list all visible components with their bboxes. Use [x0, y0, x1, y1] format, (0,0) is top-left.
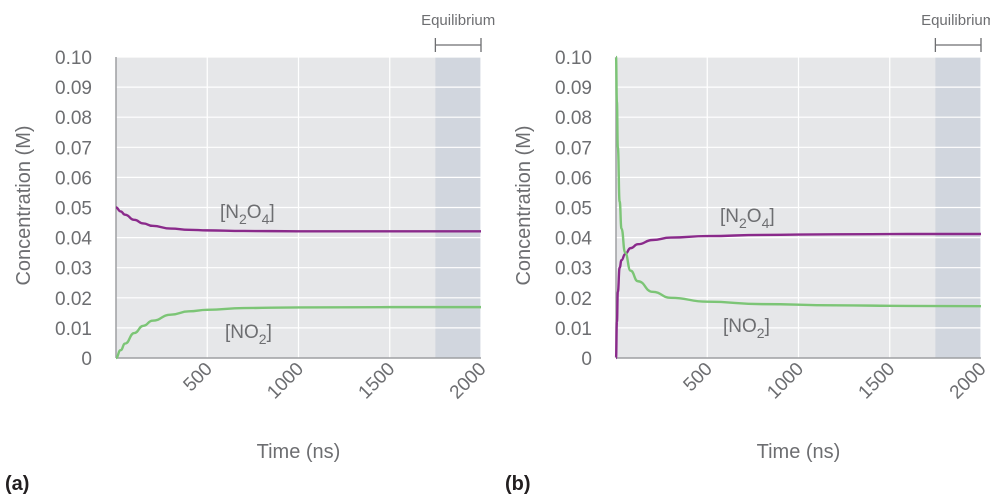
no2-curve — [115, 305, 481, 360]
y-axis-label: Concentration (M) — [13, 125, 35, 285]
y-tick-label: 0.03 — [555, 259, 592, 280]
y-tick-label: 0.04 — [555, 229, 592, 250]
x-tick-label: 2000 — [446, 359, 491, 404]
y-tick-label: 0.02 — [555, 289, 592, 310]
n2o4-curve — [115, 206, 481, 233]
y-tick-label: 0.01 — [555, 319, 592, 340]
chart-panel-a: 0 0.01 0.02 0.03 0.04 0.05 0.06 0.07 0.08 0.09 0.1… — [5, 12, 495, 495]
y-tick-label: 0.05 — [55, 199, 92, 220]
y-tick-label: 0.08 — [55, 108, 92, 129]
x-tick-label: 1000 — [763, 359, 808, 404]
no2-label: [NO2] — [225, 322, 272, 347]
y-tick-label: 0 — [581, 349, 592, 370]
equilibrium-label: Equilibrium — [921, 12, 990, 29]
equilibrium-label: Equilibrium — [421, 12, 495, 29]
y-axis-label: Concentration (M) — [513, 125, 535, 285]
y-tick-label: 0.07 — [555, 138, 592, 159]
no2-curve — [614, 55, 982, 308]
n2o4-curve — [614, 232, 981, 360]
panel-label: (a) — [5, 473, 29, 495]
equilibrium-bracket — [934, 38, 982, 52]
x-tick-label: 2000 — [946, 359, 990, 404]
x-axis-label: Time (ns) — [257, 441, 341, 463]
y-tick-label: 0.08 — [555, 108, 592, 129]
y-tick-label: 0.05 — [555, 199, 592, 220]
x-tick-label: 500 — [680, 359, 717, 396]
y-tick-label: 0.01 — [55, 319, 92, 340]
chart-panel-b: 0 0.01 0.02 0.03 0.04 0.05 0.06 0.07 0.08 0.09 0.1… — [505, 12, 990, 495]
x-tick-label: 1500 — [355, 359, 400, 404]
n2o4-label: [N2O4] — [220, 202, 275, 227]
y-tick-label: 0.06 — [555, 168, 592, 189]
panel-label: (b) — [505, 473, 531, 495]
y-tick-label: 0.03 — [55, 259, 92, 280]
y-tick-label: 0 — [81, 349, 92, 370]
y-tick-label: 0.09 — [55, 78, 92, 99]
y-tick-label: 0.02 — [55, 289, 92, 310]
x-tick-label: 1500 — [855, 359, 900, 404]
x-axis-label: Time (ns) — [757, 441, 841, 463]
y-tick-label: 0.07 — [55, 138, 92, 159]
y-tick-label: 0.06 — [55, 168, 92, 189]
y-tick-label: 0.09 — [555, 78, 592, 99]
n2o4-label: [N2O4] — [720, 206, 775, 231]
y-tick-label: 0.10 — [55, 48, 92, 69]
no2-label: [NO2] — [723, 316, 770, 341]
equilibrium-bracket — [434, 38, 482, 52]
y-tick-label: 0.10 — [555, 48, 592, 69]
x-tick-label: 500 — [180, 359, 217, 396]
y-tick-label: 0.04 — [55, 229, 92, 250]
x-tick-label: 1000 — [263, 359, 308, 404]
